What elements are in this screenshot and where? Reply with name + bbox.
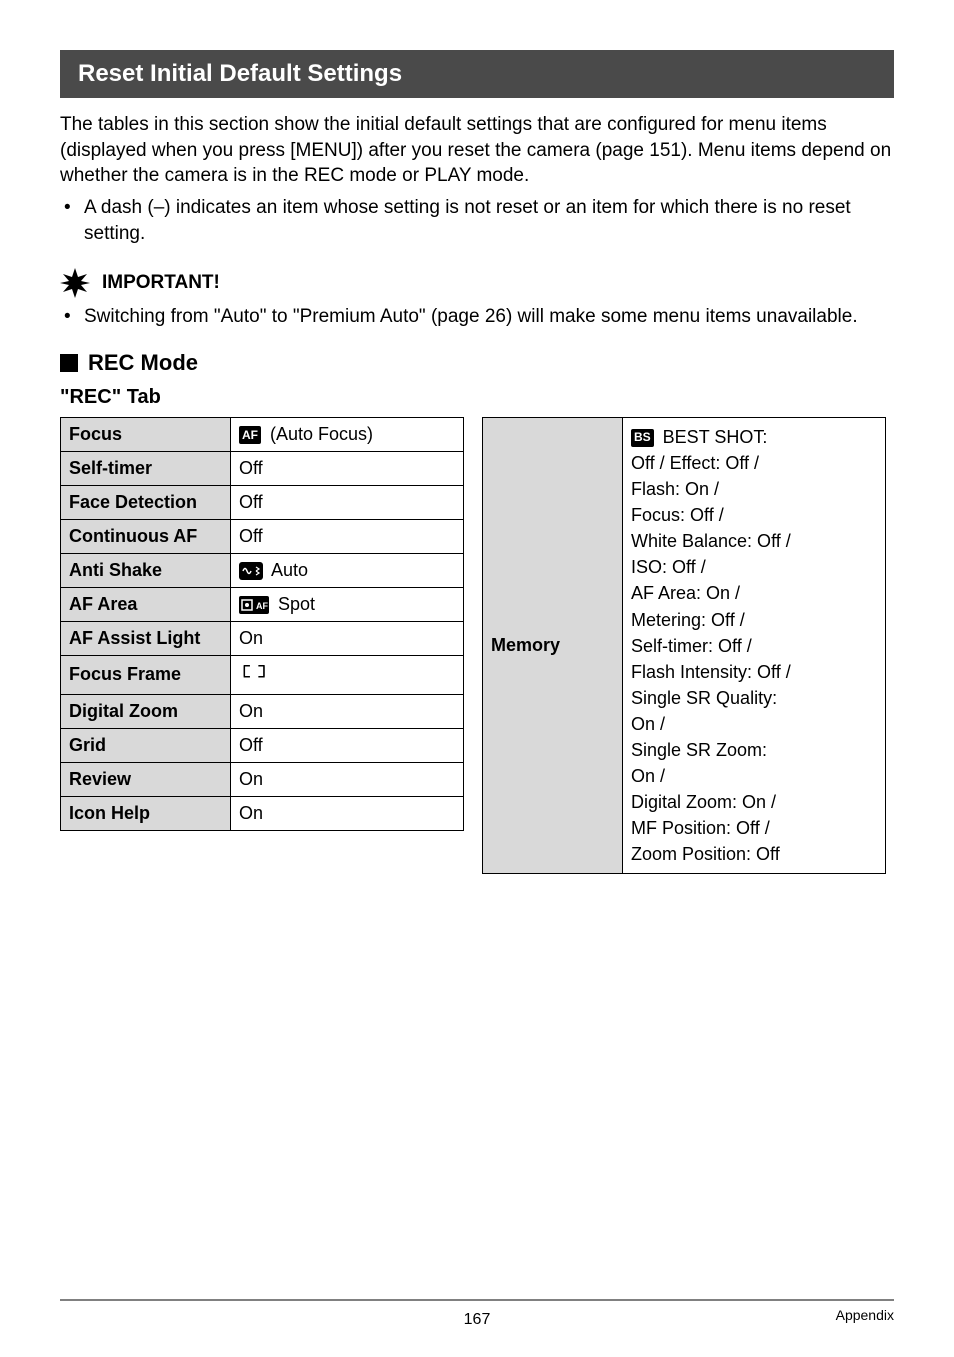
intro-paragraph: The tables in this section show the init… (60, 112, 894, 189)
setting-label-cell: Icon Help (61, 796, 231, 830)
spot-icon: AF (239, 596, 269, 614)
important-icon (60, 268, 90, 298)
setting-value-cell: Off (231, 451, 464, 485)
important-label: IMPORTANT! (102, 272, 220, 294)
setting-label-cell: Focus Frame (61, 655, 231, 694)
setting-value-cell: ┌ ┐└ ┘ (231, 655, 464, 694)
setting-label-cell: Anti Shake (61, 553, 231, 587)
setting-label-cell: Digital Zoom (61, 694, 231, 728)
memory-value-cell: BS BEST SHOT:Off / Effect: Off /Flash: O… (623, 417, 886, 874)
setting-value-cell: Off (231, 728, 464, 762)
focus-frame-icon: ┌ ┐└ ┘ (239, 662, 269, 684)
setting-label-cell: Self-timer (61, 451, 231, 485)
memory-text: BEST SHOT:Off / Effect: Off /Flash: On /… (631, 427, 791, 865)
rec-tab-label: "REC" Tab (60, 386, 894, 409)
setting-value-cell: AF (Auto Focus) (231, 417, 464, 451)
anti-shake-icon (239, 562, 263, 580)
setting-value-cell: On (231, 762, 464, 796)
settings-table-left: FocusAF (Auto Focus)Self-timerOffFace De… (60, 417, 464, 831)
settings-table-memory: Memory BS BEST SHOT:Off / Effect: Off /F… (482, 417, 886, 875)
setting-value-cell: AF Spot (231, 587, 464, 621)
af-icon: AF (239, 426, 261, 444)
setting-value-cell: On (231, 621, 464, 655)
setting-label-cell: Focus (61, 417, 231, 451)
setting-value-cell: Off (231, 485, 464, 519)
setting-value-cell: Off (231, 519, 464, 553)
setting-value-cell: Auto (231, 553, 464, 587)
rec-mode-label: REC Mode (88, 350, 198, 376)
important-bullet: Switching from "Auto" to "Premium Auto" … (60, 304, 894, 330)
setting-label-cell: AF Area (61, 587, 231, 621)
page-number: 167 (464, 1311, 491, 1329)
setting-label-cell: Grid (61, 728, 231, 762)
memory-label-cell: Memory (483, 417, 623, 874)
page-footer: 167 Appendix (60, 1299, 894, 1323)
setting-value-cell: On (231, 694, 464, 728)
svg-text:AF: AF (256, 601, 268, 611)
setting-value-cell: On (231, 796, 464, 830)
setting-label-cell: Review (61, 762, 231, 796)
section-title: Reset Initial Default Settings (60, 50, 894, 98)
appendix-label: Appendix (836, 1307, 894, 1323)
intro-bullet: A dash (–) indicates an item whose setti… (60, 195, 894, 246)
rec-mode-square-icon (60, 354, 78, 372)
setting-label-cell: Face Detection (61, 485, 231, 519)
bs-icon: BS (631, 429, 654, 447)
setting-label-cell: AF Assist Light (61, 621, 231, 655)
setting-label-cell: Continuous AF (61, 519, 231, 553)
